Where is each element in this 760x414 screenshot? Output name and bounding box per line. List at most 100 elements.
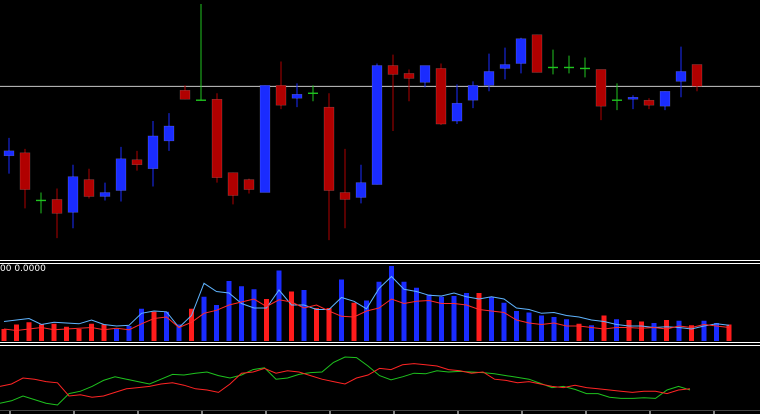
histogram-bar [439, 296, 444, 341]
candle [419, 65, 431, 88]
histogram-bar [414, 287, 419, 341]
histogram-bar [126, 326, 132, 341]
histogram-bar [201, 296, 207, 341]
histogram-bar [501, 302, 507, 341]
candle-body [275, 85, 287, 106]
histogram-series [1, 266, 732, 341]
histogram-bar [139, 308, 144, 341]
candle-body [371, 65, 383, 185]
histogram-bar [251, 289, 257, 341]
candle [36, 192, 46, 214]
candle-body [435, 68, 447, 125]
candle-body [499, 64, 511, 69]
candle [3, 137, 15, 174]
histogram-bar [451, 296, 457, 341]
histogram-bar [589, 325, 594, 341]
histogram-bar [689, 325, 694, 341]
candle-body [659, 91, 671, 107]
candle-body [179, 90, 191, 100]
candle-body [83, 179, 95, 197]
histogram-bar [39, 324, 44, 341]
candle [627, 95, 639, 110]
candle [67, 164, 79, 229]
oscillator-line-green [0, 356, 691, 406]
candle-body [483, 71, 495, 86]
histogram-bar [651, 323, 657, 341]
histogram-bar [489, 297, 494, 341]
candle-body [211, 98, 223, 178]
candle-body [675, 71, 687, 82]
candle-body [259, 85, 271, 193]
candle [355, 164, 367, 204]
histogram-bar [701, 320, 707, 341]
candle-body [147, 135, 159, 169]
candle [691, 64, 703, 92]
candle [83, 168, 95, 199]
candle [99, 182, 111, 201]
histogram-bar [114, 329, 119, 341]
histogram-bar [626, 320, 632, 341]
histogram-bar [714, 323, 719, 341]
histogram-bar [101, 324, 107, 341]
candle-body [451, 102, 463, 122]
candle-body [595, 69, 607, 107]
candle [387, 54, 399, 131]
candle-body [51, 199, 63, 214]
candle-body [323, 106, 335, 191]
histogram-bar [164, 311, 169, 341]
histogram-bar [339, 279, 344, 341]
candle [211, 93, 223, 183]
candle-body [131, 159, 143, 165]
candle [675, 46, 687, 98]
histogram-bar [364, 300, 369, 341]
histogram-signal-line-red [3, 298, 730, 332]
indicator-value-label: 00 0.0000 [0, 264, 46, 274]
candle [403, 69, 415, 102]
histogram-bar [526, 312, 532, 341]
candle [548, 49, 558, 75]
candle-body [19, 152, 31, 190]
candle [580, 57, 590, 78]
candle [467, 81, 479, 109]
candle [147, 121, 159, 187]
candle-body [643, 99, 655, 106]
histogram-bar [351, 302, 357, 341]
histogram-bar [1, 329, 7, 341]
candle [115, 146, 127, 202]
histogram-bar [239, 286, 244, 341]
candle [643, 98, 655, 110]
candle [564, 55, 574, 74]
histogram-bar [51, 323, 57, 341]
candle [595, 69, 607, 121]
candle [451, 84, 463, 125]
candle [612, 83, 622, 111]
candle [371, 63, 383, 185]
histogram-bar [214, 305, 219, 341]
histogram-bar [389, 266, 394, 341]
candle [275, 61, 287, 110]
histogram-bar [64, 326, 69, 341]
histogram-bar [314, 308, 319, 341]
histogram-bar [664, 320, 669, 341]
candle-body [163, 125, 175, 142]
candle [291, 83, 303, 108]
histogram-bar [426, 294, 432, 341]
candle [531, 34, 543, 73]
histogram-bar [89, 323, 94, 341]
candle [19, 148, 31, 209]
candle [323, 93, 335, 241]
histogram-bar [289, 291, 294, 341]
candle-body [99, 192, 111, 197]
histogram-bar [576, 323, 582, 341]
candle [515, 37, 527, 74]
candle-body [291, 94, 303, 99]
histogram-signal-line-blue [3, 275, 730, 330]
candle-body [339, 192, 351, 200]
candle [499, 47, 511, 80]
candle-body [243, 179, 255, 190]
histogram-bar [26, 322, 32, 341]
candle [196, 3, 206, 101]
candle [179, 85, 191, 100]
